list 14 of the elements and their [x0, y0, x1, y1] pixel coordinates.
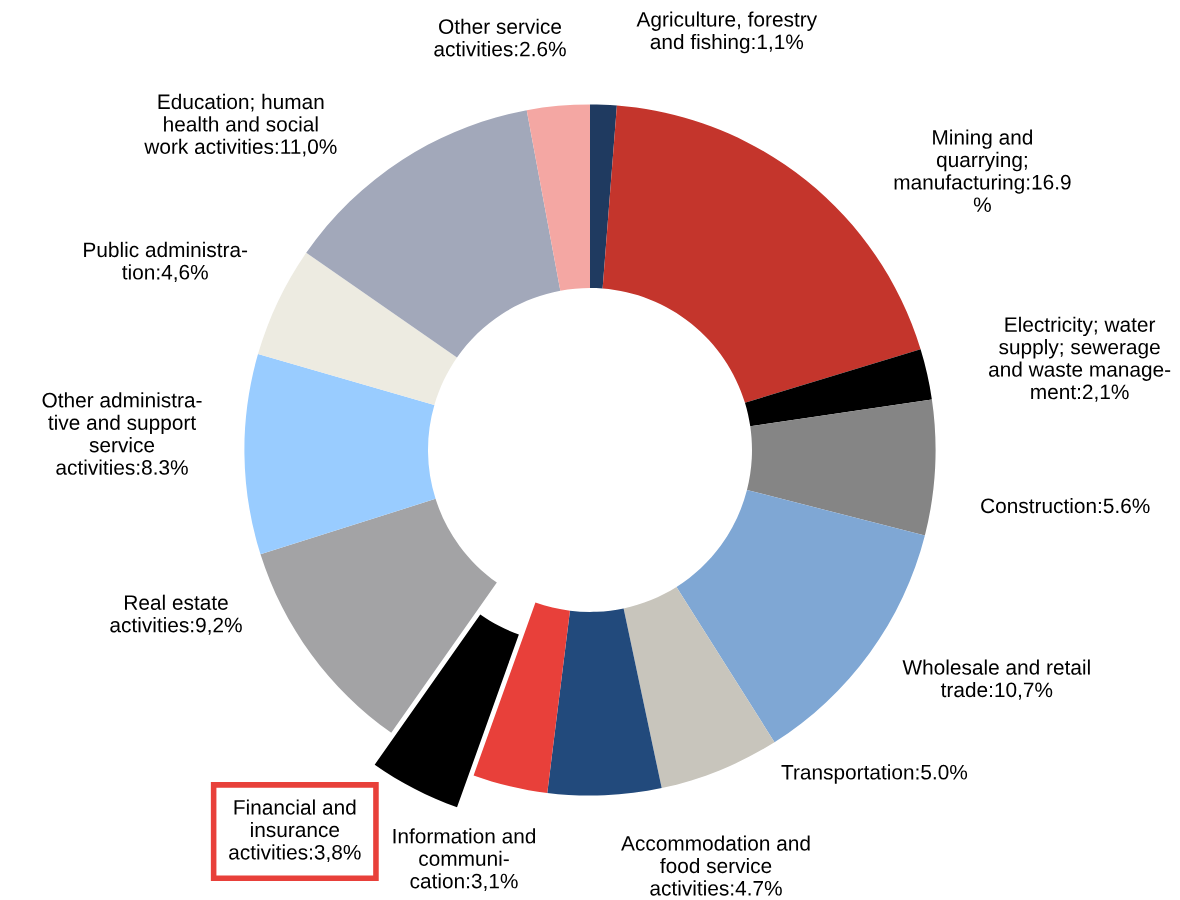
- slice-label: Real estate activities:9,2%: [110, 594, 242, 635]
- slice-label: Mining and quarrying; manufacturing:16.9 %: [894, 129, 1071, 212]
- slice-label: Wholesale and retail trade:10,7%: [902, 659, 1090, 700]
- slice-label: Other service activities:2.6%: [434, 18, 566, 57]
- slice-label: Accommodation and food service activities:4.7%: [621, 835, 810, 896]
- slice-label: Other administra- tive and support service activities:8.3%: [42, 392, 202, 475]
- slice-label: Electricity; water supply; sewerage and waste manage- ment:2,1%: [989, 316, 1171, 402]
- slice-label: Education; human health and social work activities:11,0%: [144, 93, 337, 157]
- slice-label: Agriculture, forestry and fishing:1,1%: [636, 11, 818, 54]
- slice-label: Construction:5.6%: [981, 497, 1150, 514]
- slice-label: Public administra- tion:4,6%: [84, 241, 248, 283]
- slice-label: Information and communi- cation:3,1%: [393, 828, 536, 891]
- slice-label: Transportation:5.0%: [781, 764, 968, 784]
- slice-label: Financial and insurance activities:3,8%: [229, 799, 361, 863]
